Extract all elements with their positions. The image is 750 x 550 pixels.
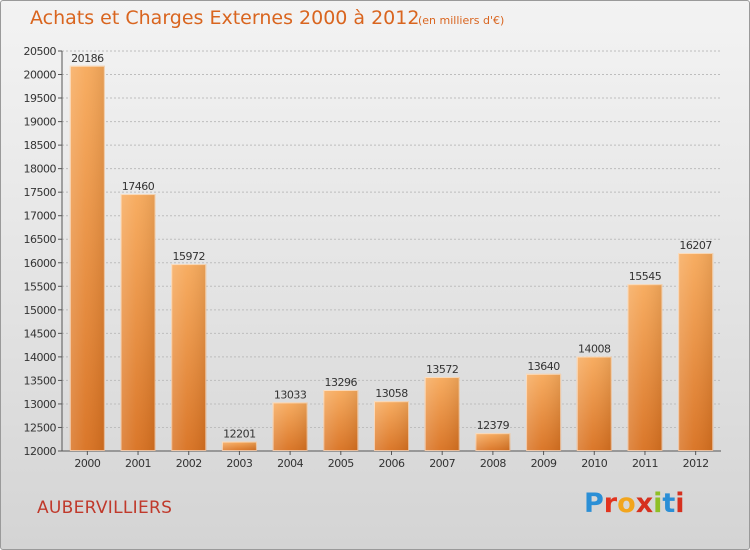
place-name: AUBERVILLIERS xyxy=(37,498,173,518)
y-tick-label: 16500 xyxy=(24,233,57,246)
bar-edge xyxy=(526,373,562,451)
logo-letter: r xyxy=(603,488,618,519)
data-label: 14008 xyxy=(578,343,611,356)
data-label: 12201 xyxy=(223,428,256,441)
bar-shading xyxy=(171,264,207,451)
x-tick-label: 2003 xyxy=(226,457,252,470)
bar-shading xyxy=(475,433,511,451)
logo-letter: P xyxy=(584,488,604,519)
logo-letter: x xyxy=(635,488,654,519)
x-tick-label: 2002 xyxy=(176,457,202,470)
logo-letter: i xyxy=(675,488,685,519)
bar-shading xyxy=(272,402,308,451)
labels: 12000 12500 13000 13500 14000 14500 15000 15500… xyxy=(24,45,713,470)
y-tick-label: 13500 xyxy=(24,374,57,387)
bar-shading xyxy=(120,194,156,451)
bars xyxy=(69,65,714,452)
x-tick-label: 2004 xyxy=(277,457,303,470)
x-tick-label: 2001 xyxy=(125,457,151,470)
chart-subtitle: (en milliers d'€) xyxy=(418,14,505,27)
data-label: 13058 xyxy=(375,387,408,400)
y-tick-label: 18000 xyxy=(24,163,57,176)
bar-edge xyxy=(374,401,409,451)
data-label: 15972 xyxy=(172,250,205,263)
logo-letter: t xyxy=(662,488,676,519)
bar-shading xyxy=(526,373,562,451)
bar-shading xyxy=(374,401,409,451)
y-tick-label: 17000 xyxy=(24,210,57,223)
data-label: 13296 xyxy=(325,376,358,389)
data-label: 13640 xyxy=(527,360,560,373)
bar-edge xyxy=(424,377,460,451)
bar-shading xyxy=(627,284,663,451)
y-tick-label: 15500 xyxy=(24,280,57,293)
x-tick-label: 2000 xyxy=(74,457,100,470)
bar-edge xyxy=(272,402,308,452)
x-tick-label: 2007 xyxy=(429,457,455,470)
y-tick-label: 14500 xyxy=(24,327,57,340)
bar-shading xyxy=(576,356,612,451)
x-tick-label: 2005 xyxy=(328,457,354,470)
bar-edge xyxy=(69,65,105,452)
data-label: 12379 xyxy=(477,419,510,432)
x-tick-label: 2009 xyxy=(531,457,557,470)
y-tick-label: 14000 xyxy=(24,351,57,364)
bar-edge xyxy=(171,264,207,452)
data-label: 15545 xyxy=(629,270,662,283)
bar-edge xyxy=(475,433,511,451)
x-tick-label: 2011 xyxy=(632,457,658,470)
bar-edge xyxy=(576,356,612,452)
y-tick-label: 12000 xyxy=(24,445,57,458)
y-tick-label: 13000 xyxy=(24,398,57,411)
bar-edge xyxy=(221,441,257,451)
x-tick-label: 2006 xyxy=(379,457,405,470)
chart-title: Achats et Charges Externes 2000 à 2012 xyxy=(30,7,420,29)
y-tick-label: 20000 xyxy=(24,69,57,82)
y-tick-label: 18500 xyxy=(24,139,57,152)
bar-shading xyxy=(221,441,257,451)
bar-shading xyxy=(69,65,105,451)
bar-edge xyxy=(678,253,714,451)
y-tick-label: 16000 xyxy=(24,257,57,270)
bar-edge xyxy=(627,284,663,452)
data-label: 13033 xyxy=(274,388,307,401)
logo-letter: o xyxy=(617,488,636,519)
data-label: 13572 xyxy=(426,363,459,376)
proxiti-logo[interactable]: Proxiti xyxy=(584,488,685,519)
bar-shading xyxy=(678,253,714,451)
bar-edge xyxy=(323,390,359,452)
y-tick-label: 19000 xyxy=(24,116,57,129)
y-tick-label: 12500 xyxy=(24,421,57,434)
y-tick-label: 15000 xyxy=(24,304,57,317)
y-tick-label: 20500 xyxy=(24,45,57,58)
bar-shading xyxy=(424,377,460,451)
data-label: 17460 xyxy=(122,180,155,193)
bar-edge xyxy=(120,194,156,451)
y-tick-label: 17500 xyxy=(24,186,57,199)
x-tick-label: 2010 xyxy=(581,457,607,470)
x-tick-label: 2008 xyxy=(480,457,506,470)
y-tick-label: 19500 xyxy=(24,92,57,105)
bar-shading xyxy=(323,390,359,451)
x-tick-label: 2012 xyxy=(683,457,709,470)
logo-letter: i xyxy=(653,488,663,519)
data-label: 16207 xyxy=(679,239,712,252)
data-label: 20186 xyxy=(71,52,104,65)
